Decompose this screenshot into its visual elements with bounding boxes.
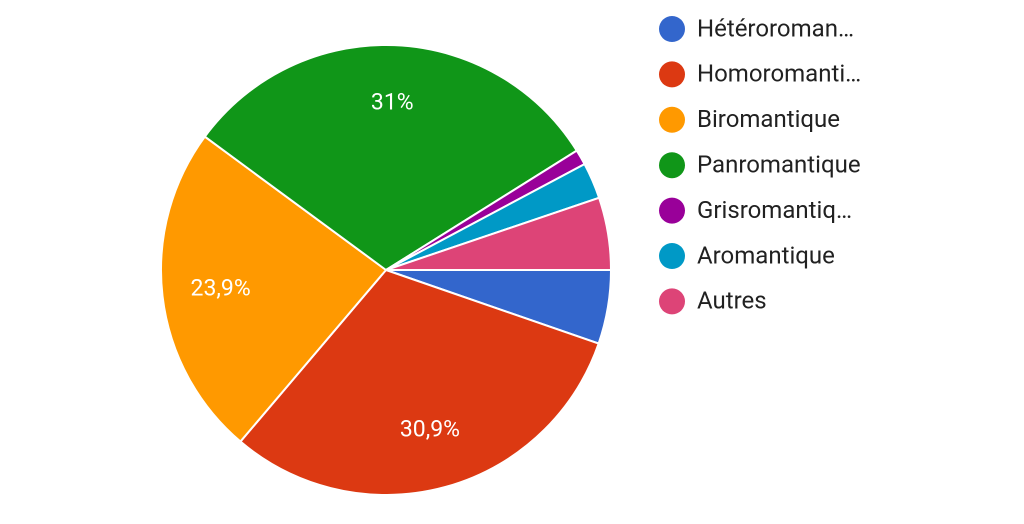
legend-marker xyxy=(659,152,685,179)
value-label: 23,9% xyxy=(191,274,251,301)
legend-label: Hétéroroman… xyxy=(697,14,854,42)
legend-marker xyxy=(659,106,685,133)
legend-marker xyxy=(659,288,685,315)
legend-label: Biromantique xyxy=(697,105,840,133)
legend-marker xyxy=(659,243,685,269)
legend-marker xyxy=(659,16,685,42)
legend-label: Panromantique xyxy=(697,151,861,179)
pie-slice xyxy=(239,268,600,496)
legend-marker xyxy=(659,61,685,88)
legend-label: Autres xyxy=(697,287,767,315)
legend-label: Aromantique xyxy=(697,241,835,269)
pie-slice xyxy=(160,135,388,443)
pie-slice xyxy=(203,44,579,272)
pie-slice xyxy=(385,196,613,271)
legend-marker xyxy=(659,197,685,224)
value-label: 30,9% xyxy=(400,416,460,443)
legend-label: Grisromantiq… xyxy=(697,196,852,224)
legend-label: Homoromanti… xyxy=(697,60,861,88)
value-label: 31% xyxy=(371,89,414,116)
